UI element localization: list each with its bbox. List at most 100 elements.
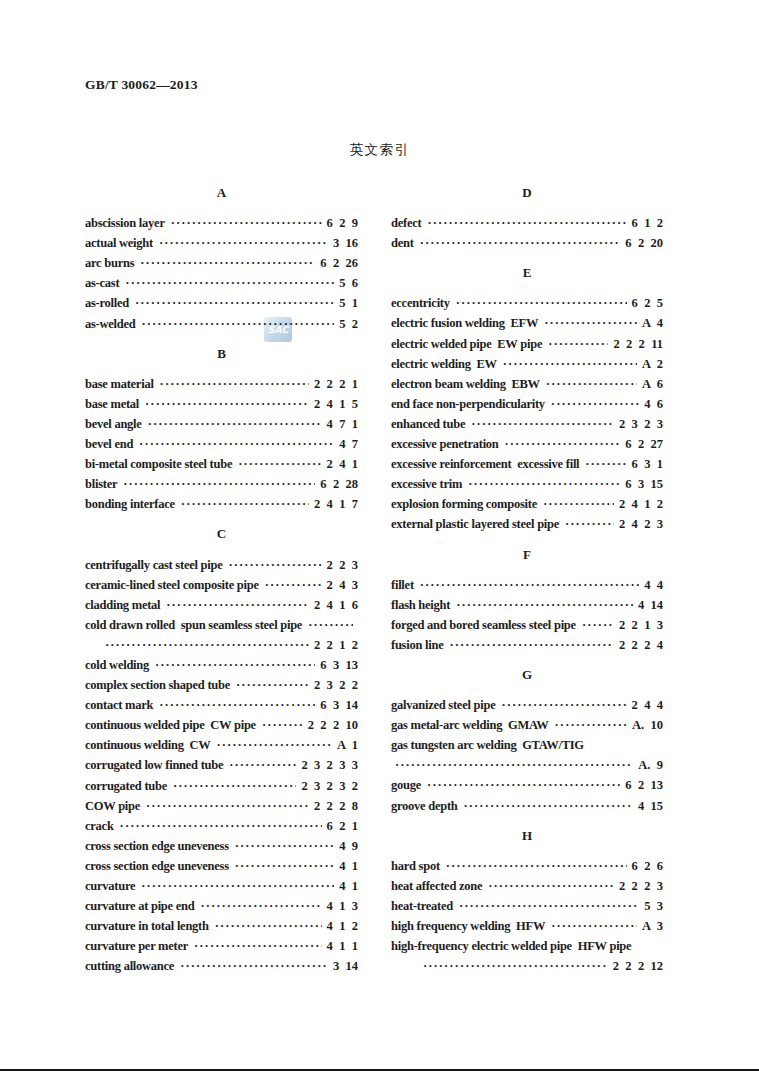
index-entry: centrifugally cast steel pipe ···········… xyxy=(85,555,358,575)
index-entry: cold drawn rolled spun seamless steel pi… xyxy=(85,615,358,635)
entry-label: actual weight xyxy=(85,233,153,253)
dot-leader: ········································… xyxy=(501,695,626,715)
entry-locator: 4 15 xyxy=(638,796,663,816)
dot-leader: ········································… xyxy=(173,776,296,796)
dot-leader: ········································… xyxy=(139,434,334,454)
entry-label: defect xyxy=(391,213,421,233)
entry-locator: 2 2 2 1 xyxy=(314,374,358,394)
index-entry: cutting allowance·······················… xyxy=(85,956,358,976)
dot-leader: ········································… xyxy=(551,394,639,414)
entry-label: bi-metal composite steel tube xyxy=(85,454,232,474)
entry-locator: 6 2 1 xyxy=(327,816,358,836)
dot-leader: ········································… xyxy=(125,273,334,293)
entry-locator: A 1 xyxy=(337,735,358,755)
dot-leader: ········································… xyxy=(235,856,334,876)
entry-label: abscission layer xyxy=(85,213,165,233)
entry-label: bonding interface xyxy=(85,494,175,514)
entry-label: hard spot xyxy=(391,856,440,876)
entry-label: base metal xyxy=(85,394,139,414)
section-letter: G xyxy=(391,665,663,685)
entry-label: fillet xyxy=(391,575,414,595)
dot-leader: ········································… xyxy=(135,293,334,313)
dot-leader: ········································… xyxy=(543,494,614,514)
entry-label: groove depth xyxy=(391,796,458,816)
dot-leader: ········································… xyxy=(544,313,637,333)
dot-leader: ········································… xyxy=(229,555,322,575)
entry-locator: 2 4 1 2 xyxy=(619,494,663,514)
doc-code: GB/T 30062—2013 xyxy=(85,77,198,93)
entry-locator: 2 4 3 xyxy=(327,575,358,595)
dot-leader: ········································… xyxy=(546,374,637,394)
index-entry: heat affected zone······················… xyxy=(391,876,663,896)
index-entry: crack···································… xyxy=(85,816,358,836)
section-letter: B xyxy=(85,344,358,364)
entry-locator: 2 2 2 4 xyxy=(619,635,663,655)
entry-locator: 4 1 xyxy=(339,876,358,896)
dot-leader: ········································… xyxy=(142,314,335,334)
index-column-right: Ddefect·································… xyxy=(391,183,663,976)
entry-label: ceramic-lined steel composite pipe xyxy=(85,575,259,595)
entry-locator: 4 1 1 xyxy=(327,936,358,956)
dot-leader: ········································… xyxy=(171,213,322,233)
entry-label: curvature per meter xyxy=(85,936,188,956)
document-page: { "header": { "code": "GB/T 30062—2013",… xyxy=(0,0,759,1074)
index-entry: cross section edge uneveness············… xyxy=(85,856,358,876)
dot-leader: ········································… xyxy=(456,293,627,313)
dot-leader: ········································… xyxy=(585,454,626,474)
index-entry: fillet··································… xyxy=(391,575,663,595)
index-entry: electron beam welding EBW···············… xyxy=(391,374,663,394)
index-entry: base material···························… xyxy=(85,374,358,394)
index-entry: groove depth ····························… xyxy=(391,796,663,816)
entry-label: cold welding xyxy=(85,655,149,675)
section-letter: A xyxy=(85,183,358,203)
entry-label: electric fusion welding EFW xyxy=(391,313,538,333)
entry-locator: 6 1 2 xyxy=(632,213,663,233)
index-entry: curvature·······························… xyxy=(85,876,358,896)
entry-label: electric welding EW xyxy=(391,354,497,374)
index-entry: continuous welded pipe CW pipe··········… xyxy=(85,715,358,735)
index-entry: contact mark····························… xyxy=(85,695,358,715)
entry-label: galvanized steel pipe xyxy=(391,695,495,715)
dot-leader: ········································… xyxy=(123,474,315,494)
dot-leader: ········································… xyxy=(505,434,621,454)
entry-label: curvature in total length xyxy=(85,916,209,936)
entry-label: cold drawn rolled spun seamless steel pi… xyxy=(85,615,302,635)
dot-leader: ········································… xyxy=(145,394,309,414)
index-entry: as-rolled·······························… xyxy=(85,293,358,313)
entry-label: flash height xyxy=(391,595,450,615)
dot-leader: ········································… xyxy=(200,896,321,916)
entry-locator: 2 2 3 xyxy=(327,555,358,575)
dot-leader: ········································… xyxy=(459,896,639,916)
index-entry: high-frequency electric welded pipe HFW … xyxy=(391,936,663,956)
entry-locator: A 4 xyxy=(642,313,663,333)
entry-locator: 4 14 xyxy=(638,595,663,615)
entry-locator: A 3 xyxy=(642,916,663,936)
entry-label: continuous welded pipe CW pipe xyxy=(85,715,256,735)
entry-locator: A. 10 xyxy=(632,715,663,735)
dot-leader: ········································… xyxy=(141,876,334,896)
dot-leader: ········································… xyxy=(582,615,614,635)
section-letter: H xyxy=(391,826,663,846)
entry-label: heat affected zone xyxy=(391,876,482,896)
index-entry: bevel angle·····························… xyxy=(85,414,358,434)
entry-label: gas tungsten arc welding GTAW/TIG xyxy=(391,735,584,755)
entry-locator: 4 1 2 xyxy=(327,916,358,936)
dot-leader: ········································… xyxy=(215,916,322,936)
entry-locator: 5 6 xyxy=(339,273,358,293)
section-letter: C xyxy=(85,524,358,544)
dot-leader: ········································… xyxy=(235,836,334,856)
entry-label: forged and bored seamless steel pipe xyxy=(391,615,576,635)
dot-leader: ········································… xyxy=(238,454,321,474)
index-entry: bevel end·······························… xyxy=(85,434,358,454)
dot-leader: ········································… xyxy=(464,796,633,816)
index-entry-continuation: ········································… xyxy=(391,956,663,976)
entry-locator: 4 1 xyxy=(339,856,358,876)
dot-leader: ········································… xyxy=(308,615,353,635)
index-entry: electric welding EW·····················… xyxy=(391,354,663,374)
index-entry: base metal ······························… xyxy=(85,394,358,414)
entry-locator: 4 7 xyxy=(339,434,358,454)
entry-label: cross section edge uneveness xyxy=(85,836,229,856)
entry-label: centrifugally cast steel pipe xyxy=(85,555,223,575)
dot-leader: ········································… xyxy=(468,474,620,494)
page-bottom-border xyxy=(0,1069,759,1071)
